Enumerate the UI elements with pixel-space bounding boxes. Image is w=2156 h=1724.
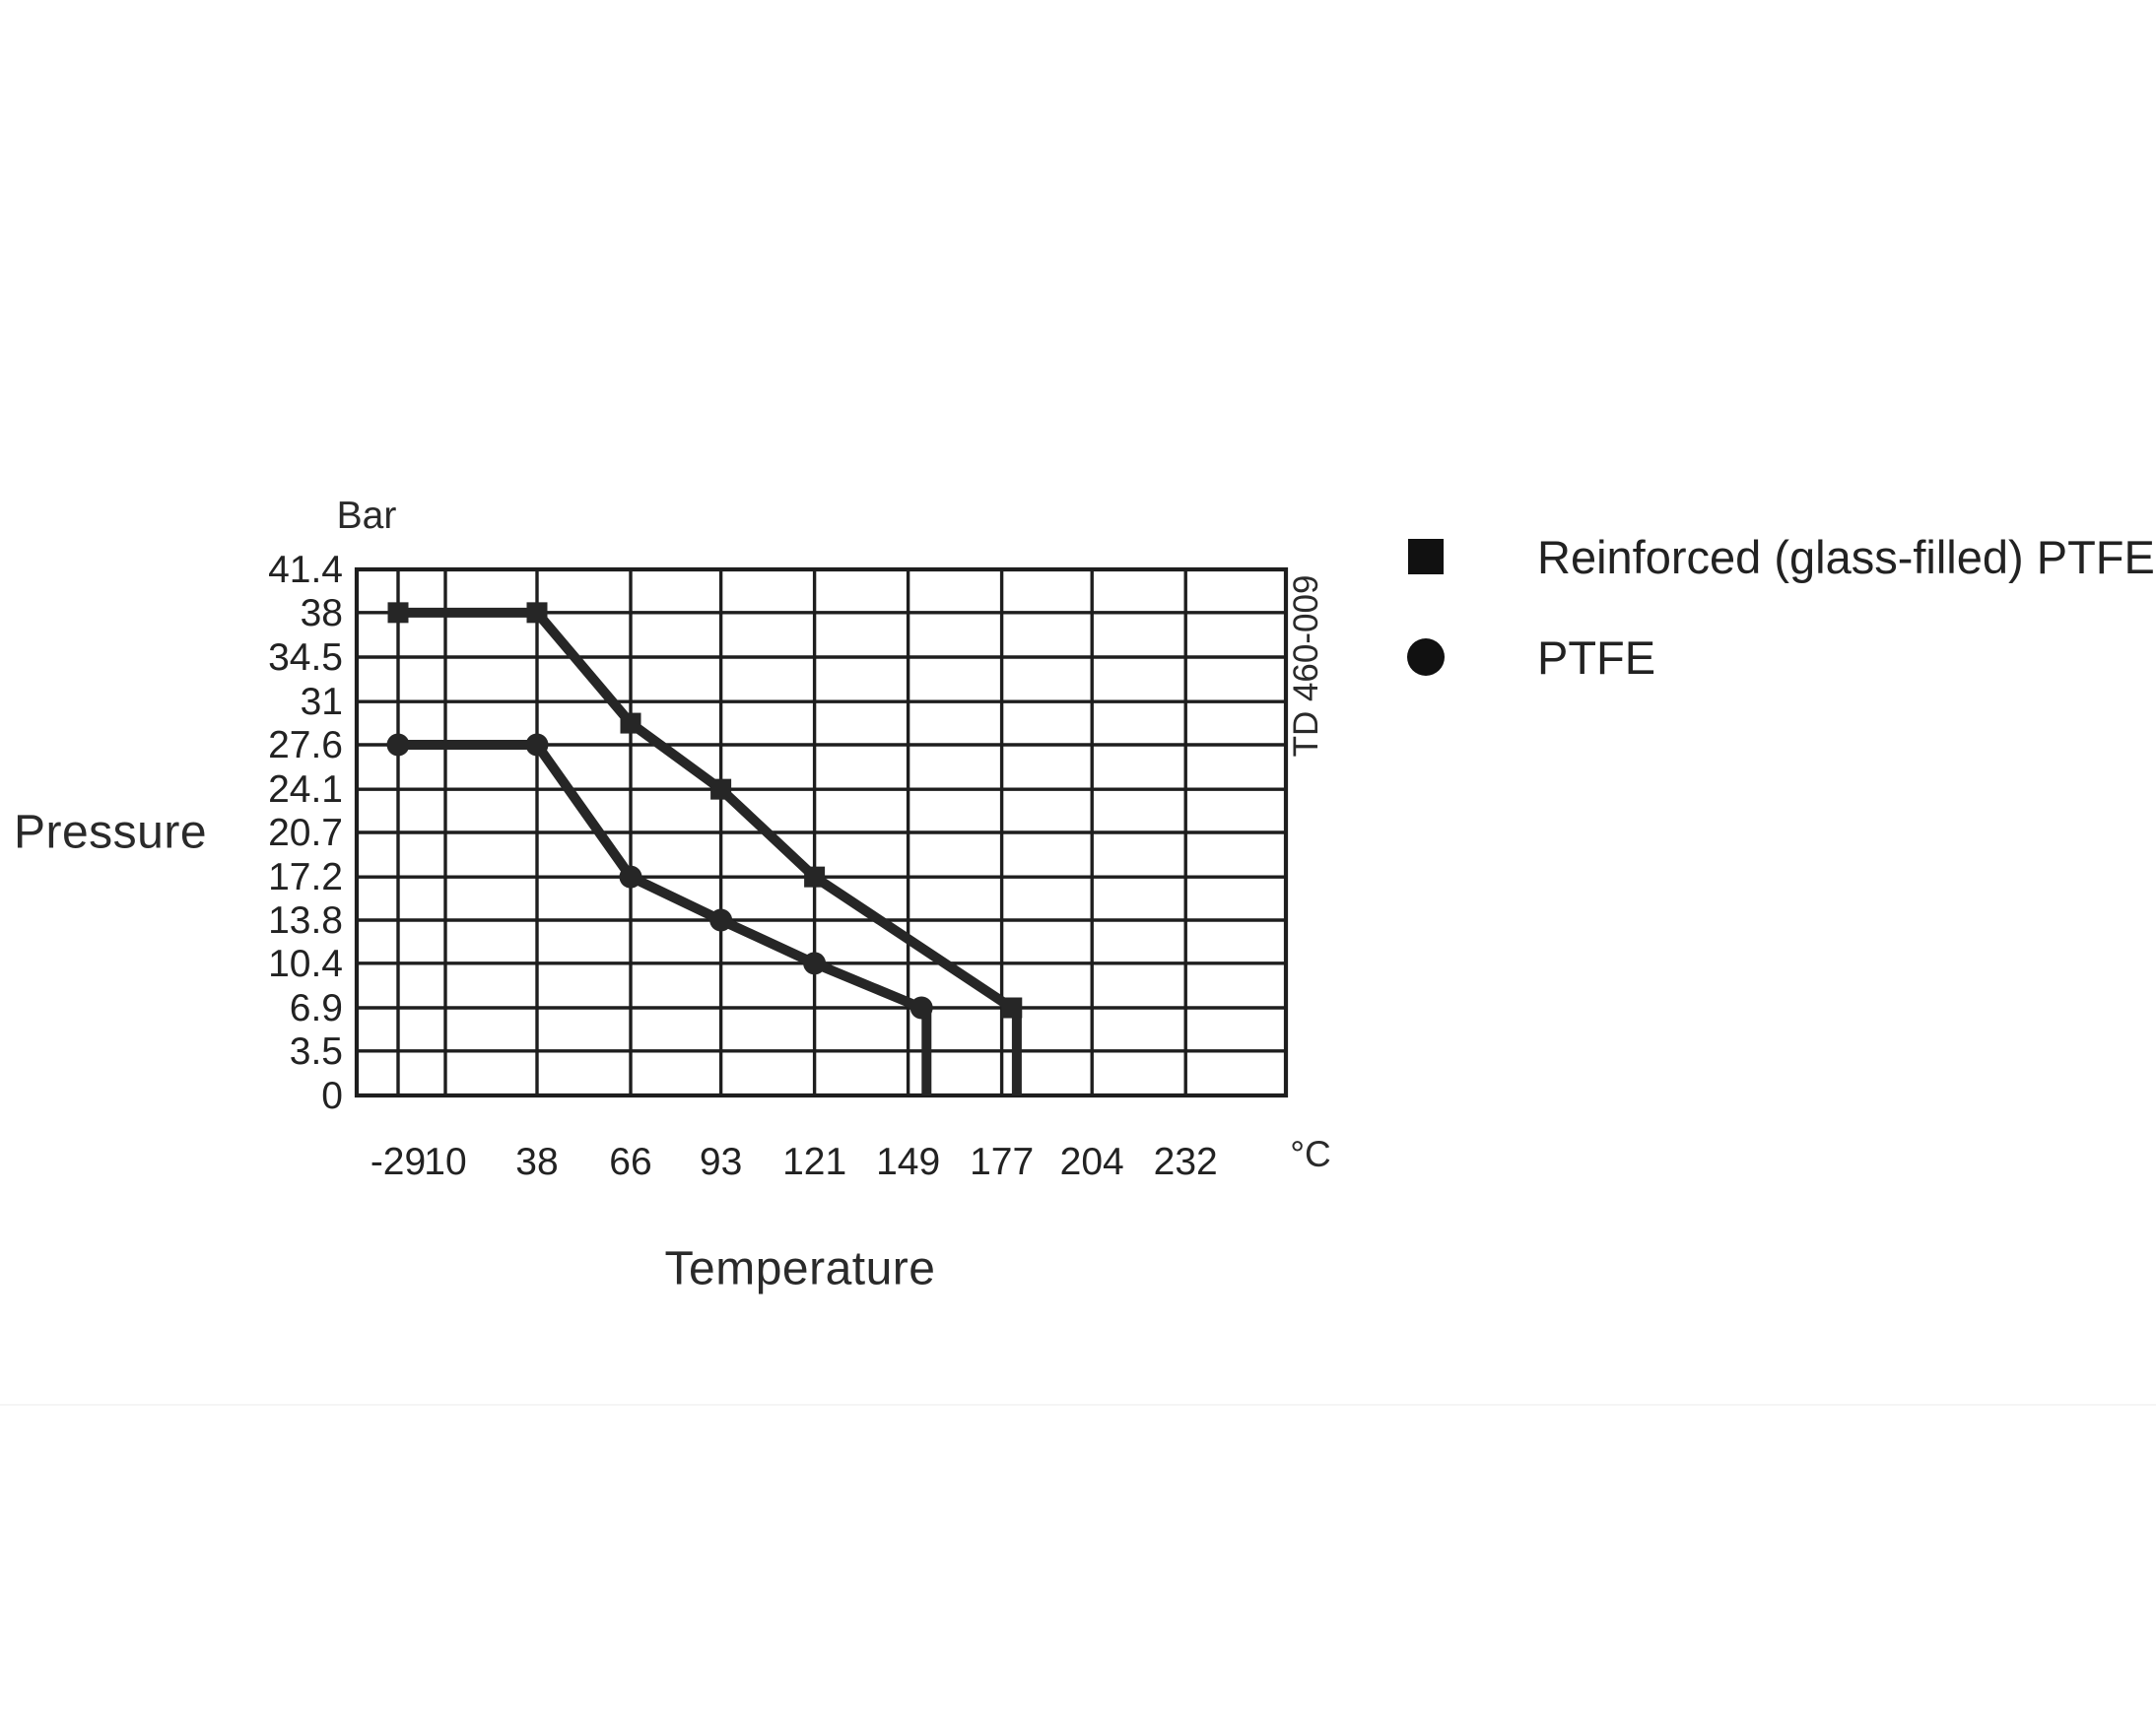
square-marker-4 [804, 866, 826, 888]
legend-circle-marker-icon [1406, 637, 1446, 677]
y-tick-label-27.6: 27.6 [268, 724, 343, 766]
x-tick-label-121: 121 [782, 1141, 846, 1183]
circle-marker-0 [386, 733, 410, 757]
x-tick-label-38: 38 [515, 1141, 558, 1183]
legend-entry-reinforced-ptfe: Reinforced (glass-filled) PTFE [1406, 520, 2155, 593]
legend-entry-ptfe: PTFE [1406, 621, 2155, 694]
square-marker-1 [526, 602, 548, 624]
plot-border [354, 566, 1289, 1098]
y-tick-label-41.4: 41.4 [268, 549, 343, 591]
y-tick-label-0: 0 [321, 1075, 343, 1117]
y-tick-label-17.2: 17.2 [268, 856, 343, 898]
x-tick-label-177: 177 [970, 1141, 1034, 1183]
y-tick-label-13.8: 13.8 [268, 899, 343, 942]
x-tick-label-10: 10 [424, 1141, 466, 1183]
y-tick-label-20.7: 20.7 [268, 812, 343, 854]
y-tick-label-31: 31 [301, 681, 343, 723]
legend-square-marker-icon [1406, 537, 1446, 576]
pressure-axis-title: Pressure [13, 806, 208, 859]
x-tick-label-93: 93 [700, 1141, 742, 1183]
y-tick-label-24.1: 24.1 [268, 768, 343, 811]
legend-label-ptfe: PTFE [1537, 630, 1656, 684]
circle-marker-3 [709, 908, 733, 932]
y-tick-label-34.5: 34.5 [268, 636, 343, 679]
circle-marker-2 [619, 865, 642, 889]
td-document-number-watermark: TD 460-009 [1287, 574, 1325, 758]
x-tick-label-149: 149 [876, 1141, 940, 1183]
y-tick-label-38: 38 [301, 592, 343, 634]
temperature-axis-title: Temperature [664, 1242, 936, 1295]
circle-marker-4 [803, 952, 827, 975]
celsius-unit-label: °C [1290, 1134, 1331, 1174]
square-marker-5 [1001, 997, 1023, 1019]
x-tick-label-204: 204 [1060, 1141, 1124, 1183]
y-tick-label-6.9: 6.9 [290, 987, 343, 1029]
square-marker-3 [710, 778, 732, 800]
circle-marker-5 [910, 996, 933, 1020]
page-separator-rule [0, 1404, 2156, 1406]
y-tick-label-10.4: 10.4 [268, 943, 343, 985]
x-tick-label-66: 66 [609, 1141, 651, 1183]
legend: Reinforced (glass-filled) PTFE PTFE [1406, 520, 2155, 694]
circle-marker-1 [525, 733, 549, 757]
x-tick-label--29: -29 [371, 1141, 426, 1183]
bar-unit-label: Bar [336, 495, 397, 537]
x-tick-label-232: 232 [1154, 1141, 1218, 1183]
legend-label-reinforced-ptfe: Reinforced (glass-filled) PTFE [1537, 530, 2155, 583]
square-marker-0 [387, 602, 409, 624]
square-marker-2 [620, 712, 641, 734]
y-tick-label-3.5: 3.5 [290, 1030, 343, 1073]
